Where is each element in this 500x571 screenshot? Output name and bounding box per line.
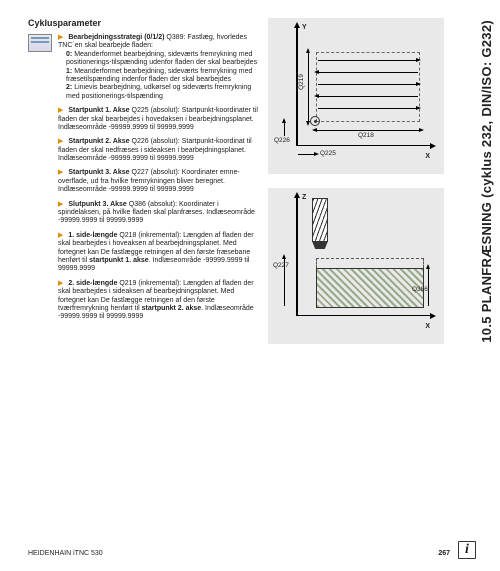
param-title: 1. side-længde: [68, 232, 117, 239]
footer-product: HEIDENHAIN iTNC 530: [28, 550, 103, 557]
heading: Cyklusparameter: [28, 18, 260, 28]
bullet-icon: ▶: [58, 232, 63, 239]
param-code: Q226 (absolut):: [132, 138, 180, 145]
bullet-icon: ▶: [58, 280, 63, 287]
param-tail: . Indlæseområde -99999.9999 til 99999.99…: [58, 257, 249, 272]
dim-q219: Q219: [298, 74, 305, 90]
info-icon: i: [458, 541, 476, 559]
param-item: ▶ Startpunkt 2. Akse Q226 (absolut): Sta…: [58, 138, 260, 163]
diagram-zx: Z X Q227 Q386: [268, 188, 444, 344]
tool-icon: [312, 198, 328, 242]
param-item: ▶ Slutpunkt 3. Akse Q386 (absolut): Koor…: [58, 201, 260, 226]
param-code: Q218 (inkremental):: [119, 232, 181, 239]
cycle-icon: [28, 34, 52, 52]
sub-key: 2:: [66, 84, 72, 91]
dim-q218: Q218: [358, 132, 374, 139]
param-title: Startpunkt 1. Akse: [68, 107, 129, 114]
param-title: Startpunkt 2. Akse: [68, 138, 129, 145]
param-inline-bold: startpunkt 1. akse: [89, 257, 149, 264]
axis-label-y: Y: [302, 24, 307, 31]
dim-q226: Q226: [274, 137, 290, 144]
param-code: Q389:: [166, 34, 185, 41]
sub-text: Meanderformet bearbejdning, sideværts fr…: [66, 51, 257, 66]
dim-q227: Q227: [273, 262, 289, 269]
param-title: Startpunkt 3. Akse: [68, 169, 129, 176]
param-title: Slutpunkt 3. Akse: [68, 201, 126, 208]
param-title: 2. side-længde: [68, 280, 117, 287]
param-inline-bold: startpunkt 2. akse: [142, 305, 202, 312]
axis-label-x: X: [425, 153, 430, 160]
param-item: ▶ Bearbejdningsstrategi (0/1/2) Q389: Fa…: [58, 34, 260, 101]
param-code: Q219 (inkremental):: [119, 280, 181, 287]
sub-text: Meanderformet bearbejdning, sideværts fr…: [66, 68, 252, 83]
diagram-xy: Y X Q219 Q226: [268, 18, 444, 174]
param-title: Bearbejdningsstrategi (0/1/2): [68, 34, 164, 41]
page-number: 267: [438, 550, 450, 557]
section-tab: 10.5 PLANFRÆSNING (cyklus 232, DIN/ISO: …: [479, 20, 494, 343]
param-item: ▶ Startpunkt 3. Akse Q227 (absolut): Koo…: [58, 169, 260, 194]
param-item: ▶ 2. side-længde Q219 (inkremental): Læn…: [58, 280, 260, 322]
bullet-icon: ▶: [58, 107, 63, 114]
parameter-list: ▶ Bearbejdningsstrategi (0/1/2) Q389: Fa…: [28, 34, 260, 322]
dim-q386: Q386: [412, 286, 428, 293]
axis-label-z: Z: [302, 194, 306, 201]
bullet-icon: ▶: [58, 201, 63, 208]
param-code: Q227 (absolut):: [132, 169, 180, 176]
bullet-icon: ▶: [58, 138, 63, 145]
param-item: ▶ 1. side-længde Q218 (inkremental): Læn…: [58, 232, 260, 274]
param-item: ▶ Startpunkt 1. Akse Q225 (absolut): Sta…: [58, 107, 260, 132]
dim-q225: Q225: [320, 150, 336, 157]
page-footer: HEIDENHAIN iTNC 530 267: [28, 550, 480, 557]
param-code: Q386 (absolut):: [129, 201, 177, 208]
bullet-icon: ▶: [58, 34, 63, 41]
sub-text: Linievis bearbejdning, udkørsel og sidev…: [66, 84, 251, 99]
bullet-icon: ▶: [58, 169, 63, 176]
sub-key: 0:: [66, 51, 72, 58]
param-code: Q225 (absolut):: [132, 107, 180, 114]
sub-key: 1:: [66, 68, 72, 75]
axis-label-x: X: [425, 323, 430, 330]
